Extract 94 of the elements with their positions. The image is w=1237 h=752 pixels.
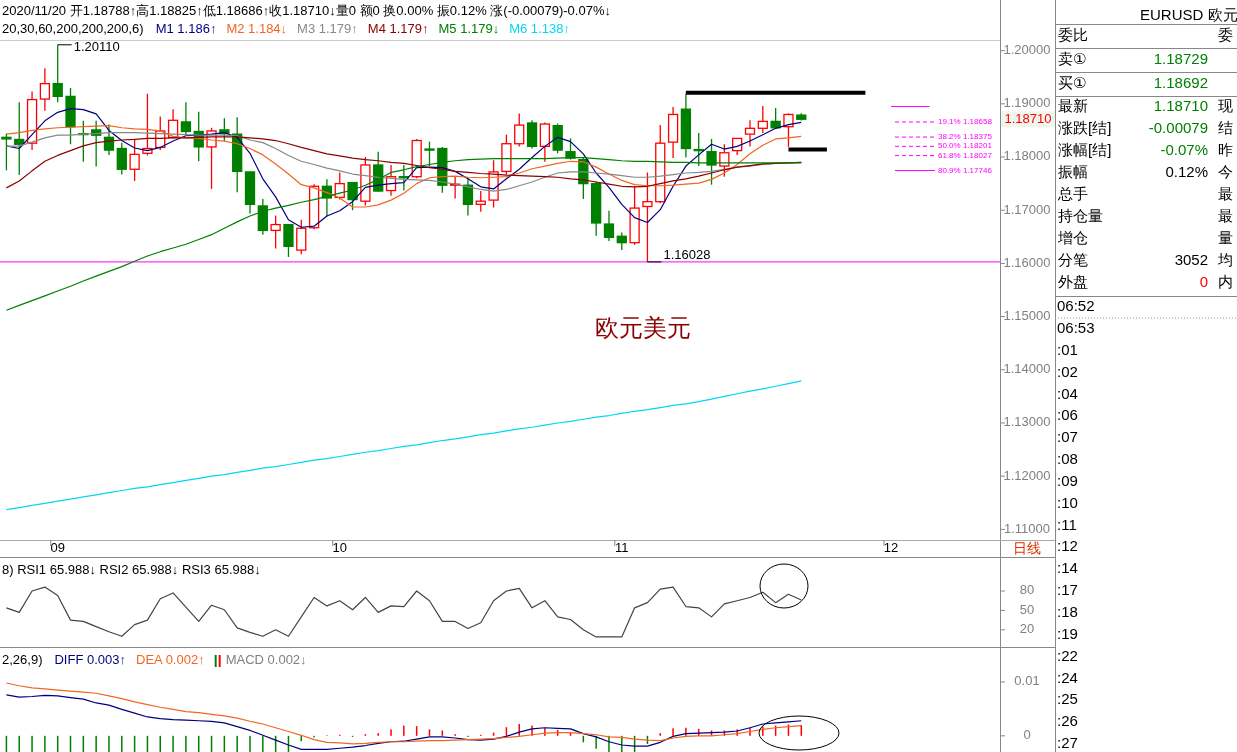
text: :08 <box>1057 450 1078 468</box>
text: EURUSD 欧元 <box>1140 5 1237 23</box>
text: M5 1.179↓ <box>438 21 500 37</box>
text: :26 <box>1057 712 1078 730</box>
text: M1 1.186↑ <box>155 21 217 37</box>
y-tick-label: 80 <box>1019 582 1035 598</box>
category-label: 委 <box>1218 25 1233 43</box>
text: :09 <box>1057 471 1078 489</box>
x-tick-label: 10 <box>332 540 347 556</box>
category-label: 总手 <box>1057 184 1088 202</box>
y-tick-label: 20 <box>1019 621 1035 637</box>
legend-label: MACD 0.002↓ <box>225 652 307 668</box>
ref-line-label: 38.2% 1.18375 <box>938 132 993 142</box>
text: 0.12% <box>1165 162 1208 180</box>
text: 06:52 <box>1057 296 1095 314</box>
text: :07 <box>1057 428 1078 446</box>
category-label: 今 <box>1218 162 1233 180</box>
text: :14 <box>1057 559 1078 577</box>
chart-subtitle: 2,26,9) <box>2 652 43 668</box>
text: 1.18710 <box>1004 110 1052 126</box>
y-tick-label: 0 <box>1023 727 1031 743</box>
annotation: 1.16028 <box>663 247 711 263</box>
category-label: 持仓量 <box>1058 206 1103 224</box>
text: -0.07% <box>1160 140 1208 158</box>
category-label: 结 <box>1218 118 1233 136</box>
text: :04 <box>1057 384 1078 402</box>
text: DIFF 0.003↑ <box>54 652 127 668</box>
y-tick-label: 1.15000 <box>1003 308 1051 324</box>
ref-line-label: 80.9% 1.17746 <box>938 165 993 175</box>
category-label: 最 <box>1218 184 1233 202</box>
text: :12 <box>1057 537 1078 555</box>
category-label: 卖① <box>1058 49 1087 67</box>
text: :01 <box>1057 340 1078 358</box>
x-tick-label: 12 <box>883 540 899 556</box>
category-label: 最 <box>1218 206 1233 224</box>
y-tick-label: 1.14000 <box>1003 361 1051 377</box>
x-tick-label: 09 <box>50 540 65 556</box>
y-tick-label: 1.13000 <box>1003 414 1051 430</box>
x-tick-label: 11 <box>615 540 629 556</box>
text: DEA 0.002↑ <box>136 652 205 668</box>
text: 06:53 <box>1057 318 1095 336</box>
chart-subtitle: 20,30,60,200,200,200,6) <box>2 21 144 37</box>
text: -0.00079 <box>1148 118 1208 136</box>
category-label: 涨跌[结] <box>1058 118 1112 136</box>
category-label: 昨 <box>1218 140 1233 158</box>
text: 1.18692 <box>1153 73 1208 91</box>
text: :10 <box>1057 493 1078 511</box>
category-label: 涨幅[结] <box>1058 140 1112 158</box>
category-label: 均 <box>1218 250 1233 268</box>
category-label: 量 <box>1218 228 1233 246</box>
y-tick-label: 1.17000 <box>1003 201 1051 217</box>
ref-line-label: 19.1% 1.18658 <box>938 117 993 127</box>
text: 3052 <box>1174 250 1208 268</box>
text: :19 <box>1057 624 1078 642</box>
y-tick-label: 1.20000 <box>1003 42 1051 58</box>
y-tick-label: 1.11000 <box>1003 520 1051 536</box>
text: :27 <box>1057 734 1078 752</box>
ref-line-label: 61.8% 1.18027 <box>938 150 993 160</box>
text: M6 1.138↑ <box>509 21 570 37</box>
text: :06 <box>1057 406 1078 424</box>
ref-line-label: 50.0% 1.18201 <box>938 141 993 151</box>
text: 1.18729 <box>1153 49 1208 67</box>
category-label: 委比 <box>1058 25 1088 43</box>
text: :02 <box>1057 362 1078 380</box>
annotation: 欧元美元 <box>595 314 691 342</box>
annotation: 1.20110 <box>73 39 120 55</box>
y-tick-label: 1.19000 <box>1003 95 1051 111</box>
text: 1.18710 <box>1153 96 1208 114</box>
y-tick-label: 1.18000 <box>1003 148 1051 164</box>
category-label: 外盘 <box>1058 272 1088 290</box>
text: M3 1.179↑ <box>297 21 358 37</box>
text: 日线 <box>1013 539 1041 556</box>
text: :18 <box>1057 603 1078 621</box>
text: M2 1.184↓ <box>226 21 288 37</box>
category-label: 现 <box>1218 96 1233 114</box>
text: :24 <box>1057 668 1078 686</box>
y-tick-label: 50 <box>1019 601 1035 617</box>
category-label: 增仓 <box>1057 228 1088 246</box>
category-label: 内 <box>1218 272 1233 290</box>
text: :22 <box>1057 646 1078 664</box>
y-tick-label: 1.16000 <box>1003 254 1051 270</box>
category-label: 振幅 <box>1058 162 1088 180</box>
text: :11 <box>1057 515 1077 533</box>
text: :25 <box>1057 690 1078 708</box>
text: :17 <box>1057 581 1078 599</box>
category-label: 分笔 <box>1058 250 1088 268</box>
category-label: 买① <box>1058 73 1087 91</box>
text: M4 1.179↑ <box>367 21 429 37</box>
chart-subtitle: 8) RSI1 65.988↓ RSI2 65.988↓ RSI3 65.988↓ <box>2 562 261 578</box>
text: 0 <box>1199 272 1208 290</box>
y-tick-label: 1.12000 <box>1003 467 1051 483</box>
y-tick-label: 0.01 <box>1014 673 1040 689</box>
chart-title: 2020/11/20 开1.18788↑高1.18825↑低1.18686↑收1.18710↓量0 额0 换0.00% 振0.12% 涨(-0.00079)-0.07%↓ <box>2 3 611 19</box>
category-label: 最新 <box>1058 96 1088 114</box>
